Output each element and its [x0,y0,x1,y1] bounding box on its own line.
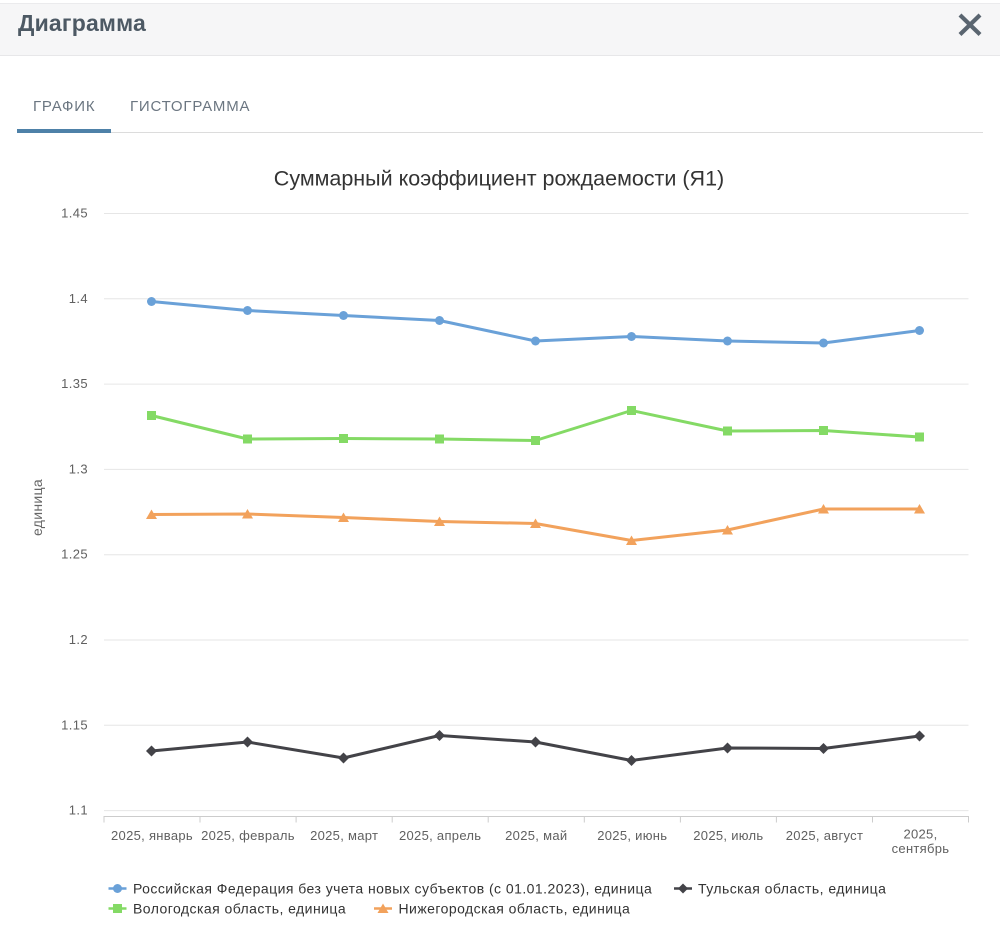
svg-text:Российская Федерация без учета: Российская Федерация без учета новых суб… [133,881,652,897]
svg-text:единица: единица [29,479,45,536]
svg-text:2025, август: 2025, август [786,828,863,843]
svg-text:1.35: 1.35 [61,376,88,391]
svg-text:2025, март: 2025, март [310,828,378,843]
svg-text:1.4: 1.4 [69,291,88,306]
svg-text:1.1: 1.1 [69,803,88,818]
svg-text:2025, июль: 2025, июль [693,828,763,843]
svg-text:1.3: 1.3 [69,461,88,476]
svg-text:1.15: 1.15 [61,717,88,732]
svg-text:2025,: 2025, [903,827,937,842]
svg-text:1.2: 1.2 [69,632,88,647]
svg-text:2025, май: 2025, май [505,828,567,843]
svg-text:сентябрь: сентябрь [892,841,950,856]
svg-text:1.45: 1.45 [61,206,88,221]
svg-text:Вологодская область, единица: Вологодская область, единица [133,901,346,917]
svg-text:1.25: 1.25 [61,547,88,562]
svg-text:Тульская область, единица: Тульская область, единица [698,881,886,897]
svg-text:2025, июнь: 2025, июнь [597,828,667,843]
svg-text:2025, январь: 2025, январь [111,828,193,843]
svg-text:2025, февраль: 2025, февраль [201,828,295,843]
svg-text:2025, апрель: 2025, апрель [399,828,481,843]
svg-text:Суммарный коэффициент рождаемо: Суммарный коэффициент рождаемости (Я1) [274,167,724,191]
svg-text:Нижегородская область, единица: Нижегородская область, единица [399,901,631,917]
